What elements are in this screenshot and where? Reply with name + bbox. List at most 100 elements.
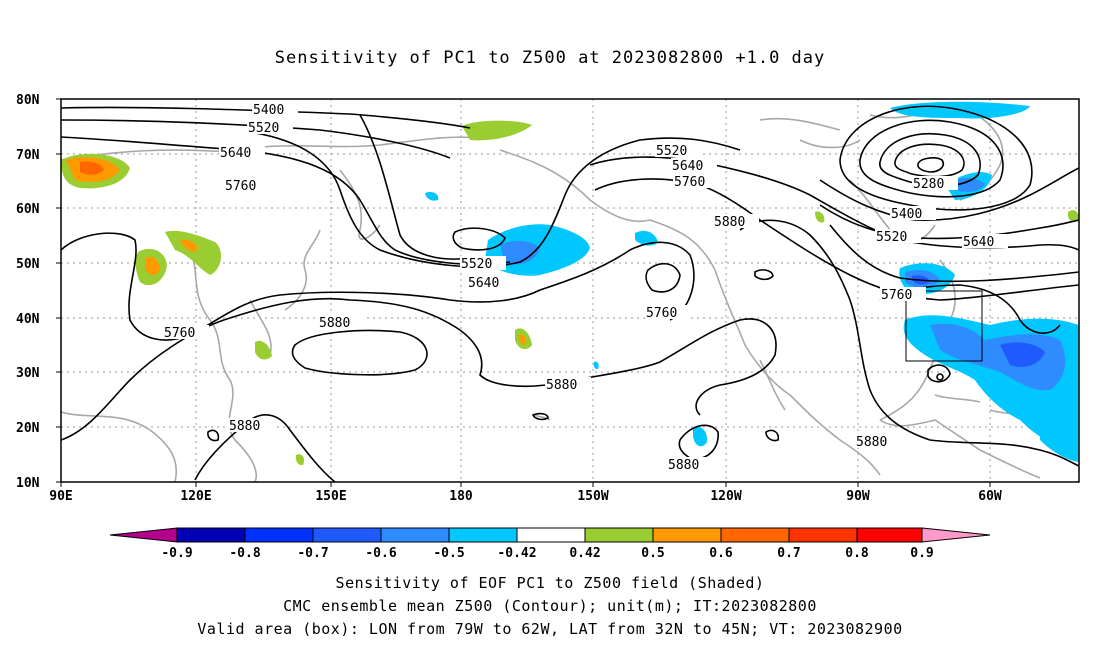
contour-5760-closed-pacific	[645, 262, 681, 293]
contour-label-5880-tropic: 5880	[668, 458, 699, 473]
contour-label-5520-mid: 5520	[461, 257, 492, 272]
lat-tick-60n: 60N	[16, 202, 40, 217]
contour-5880-small-1	[207, 429, 220, 442]
contour-label-5880-ridge: 5880	[714, 215, 745, 230]
colorbar-labels: -0.9 -0.8 -0.7 -0.6 -0.5 -0.42 0.42 0.5 …	[161, 546, 933, 561]
contour-label-5760-east: 5760	[674, 175, 705, 190]
stronger-negative-shading	[500, 177, 1066, 391]
contour-5880-closed-tropic	[678, 424, 719, 460]
lon-tick-180: 180	[449, 489, 473, 504]
coast-korea-japan	[249, 229, 321, 356]
contour-5880-right	[739, 219, 1079, 467]
contour-5520-east	[819, 167, 1079, 222]
lat-tick-20n: 20N	[16, 421, 40, 436]
contour-label-5280: 5280	[913, 177, 944, 192]
contour-5520-left	[359, 114, 471, 260]
contour-label-5520-top: 5520	[248, 121, 279, 136]
coast-baja	[759, 359, 786, 411]
coast-hawaii	[534, 414, 551, 421]
contour-label-5880-mid: 5880	[319, 316, 350, 331]
contour-low-ring-3	[879, 132, 981, 187]
contour-5760-right	[539, 241, 695, 321]
orange-blob-mongolia	[145, 256, 160, 276]
contour-label-5640-mid: 5640	[468, 276, 499, 291]
contour-5400-top	[61, 106, 471, 129]
contour-label-5760-left: 5760	[225, 179, 256, 194]
footer-line-valid-area: Valid area (box): LON from 79W to 62W, L…	[197, 620, 903, 638]
contour-label-5520-east: 5520	[656, 144, 687, 159]
colorbar-label-p08: 0.8	[845, 546, 869, 561]
lon-tick-150w: 150W	[577, 489, 608, 504]
colorbar-label-p07: 0.7	[777, 546, 800, 561]
contour-5880-pacific-high	[291, 329, 428, 376]
lon-tick-90w: 90W	[846, 489, 870, 504]
contour-label-5640-right: 5640	[963, 235, 994, 250]
colorbar-segment-9	[720, 527, 790, 543]
coast-gulf	[879, 419, 1041, 479]
contour-label-5880-center: 5880	[546, 378, 577, 393]
figure-title: Sensitivity of PC1 to Z500 at 2023082800…	[274, 48, 826, 68]
green-blob-pacific-2	[815, 211, 825, 223]
lon-tick-120e: 120E	[180, 489, 211, 504]
blue-core-dateline	[500, 240, 540, 265]
green-blob-mongolia-2	[165, 230, 222, 275]
contour-5880-left	[61, 297, 561, 441]
colorbar-label-p05: 0.5	[641, 546, 664, 561]
contour-low-ring-2	[859, 119, 1004, 198]
contour-label-5640-top: 5640	[220, 146, 251, 161]
lon-tick-120w: 120W	[710, 489, 741, 504]
blue-blob-pacific-small	[693, 426, 708, 447]
longitude-labels: 90E 120E 150E 180 150W 120W 90W 60W	[49, 489, 1002, 504]
contour-5880-small-2	[531, 412, 549, 421]
contour-label-5880-west: 5880	[229, 419, 260, 434]
tick-marks	[56, 98, 991, 487]
colorbar-segment-7	[584, 527, 654, 543]
map-frame	[60, 98, 1080, 483]
colorbar-label-p06: 0.6	[709, 546, 733, 561]
contour-5880-center	[559, 318, 777, 416]
contour-label-5520-right: 5520	[876, 230, 907, 245]
colorbar-label-n042: -0.42	[497, 546, 536, 561]
z500-contours	[61, 105, 1079, 482]
colorbar-segment-11	[856, 527, 923, 543]
contour-label-5400: 5400	[253, 103, 284, 118]
strongest-negative-shading	[912, 275, 1045, 367]
strong-positive-shading	[66, 157, 527, 345]
contour-5880-tropic-west	[194, 414, 336, 482]
contour-label-5880-east: 5880	[856, 435, 887, 450]
coast-indochina	[61, 411, 177, 482]
contour-label-5400-east: 5400	[891, 207, 922, 222]
colorbar-label-p09: 0.9	[910, 546, 933, 561]
colorbar-segment-1	[176, 527, 246, 543]
contour-label-5640-east: 5640	[672, 159, 703, 174]
lat-tick-80n: 80N	[16, 93, 40, 108]
footer-line-contour: CMC ensemble mean Z500 (Contour); unit(m…	[283, 597, 817, 615]
coast-asia-east	[189, 249, 257, 482]
blue-blob-gulf-alaska	[635, 230, 658, 246]
lat-tick-10n: 10N	[16, 476, 40, 491]
lon-tick-90e: 90E	[49, 489, 72, 504]
orange-core-siberia	[80, 161, 104, 175]
orange-blob-pacific	[519, 334, 527, 345]
blue-blob-sw-atlantic	[1040, 420, 1079, 462]
coast-arctic-asia	[61, 136, 481, 161]
colorbar-low-triangle	[109, 527, 178, 543]
colorbar-label-n06: -0.6	[365, 546, 396, 561]
coast-kamchatka	[339, 169, 381, 240]
lat-tick-30n: 30N	[16, 366, 40, 381]
coast-arctic-islands	[759, 109, 931, 149]
contour-low-ring-4	[894, 143, 965, 178]
colorbar-segment-6	[516, 527, 586, 543]
colorbar-segment-4	[380, 527, 450, 543]
negative-shading	[425, 101, 1079, 462]
colorbar-high-triangle	[921, 527, 991, 543]
contour-5520-closed-asia	[452, 227, 506, 251]
colorbar-segment-5	[448, 527, 518, 543]
contour-5880-small-4	[927, 364, 951, 383]
contour-low-ring-core	[917, 157, 945, 173]
blue-core-baffin	[955, 177, 985, 193]
coast-na-west	[714, 269, 881, 476]
blue-blob-kamchatka	[425, 191, 439, 201]
contour-5880-closed-small	[754, 269, 774, 281]
contour-label-5760-right: 5760	[881, 288, 912, 303]
